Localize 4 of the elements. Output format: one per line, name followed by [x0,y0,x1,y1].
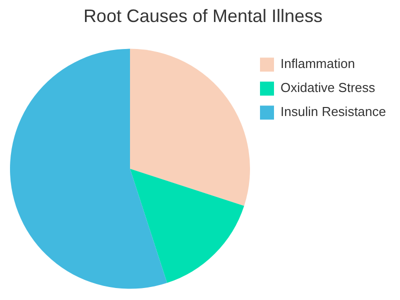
chart-title: Root Causes of Mental Illness [83,6,323,26]
legend-label: Oxidative Stress [280,80,376,96]
legend-label: Insulin Resistance [280,104,386,120]
legend-label: Inflammation [280,56,355,72]
